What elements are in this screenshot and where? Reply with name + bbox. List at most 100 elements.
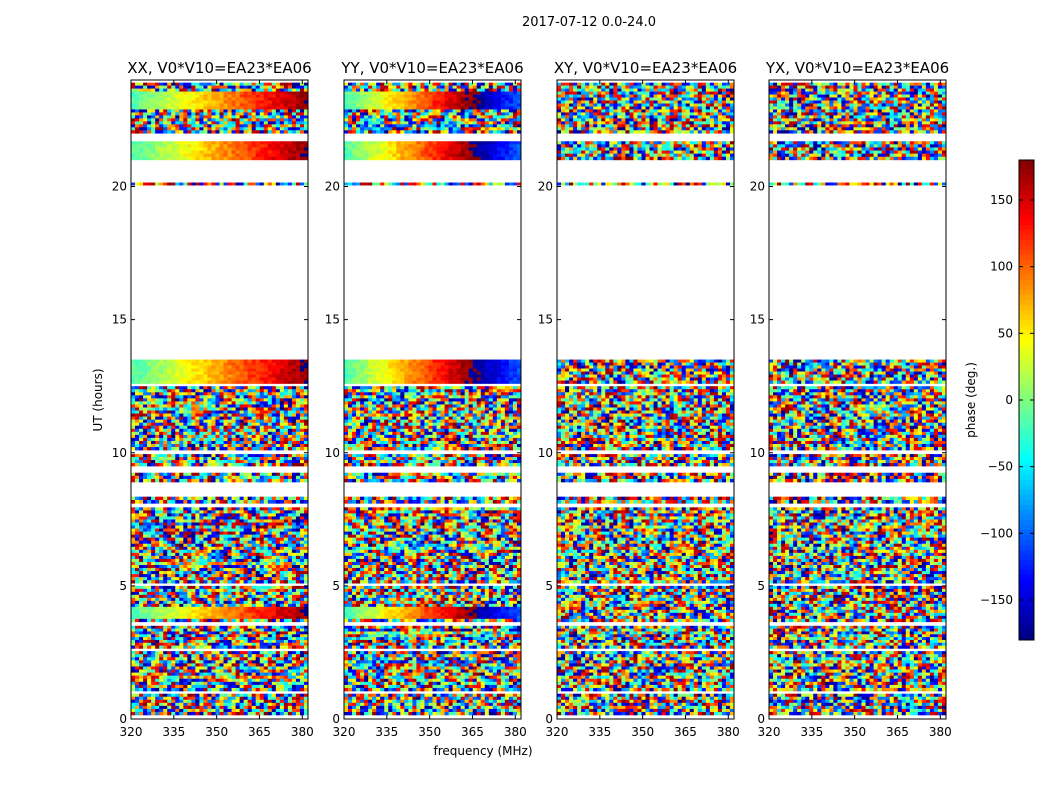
heatmap-cell bbox=[215, 657, 220, 661]
heatmap-cell bbox=[287, 571, 293, 575]
heatmap-cell bbox=[203, 651, 208, 655]
heatmap-cell bbox=[163, 654, 168, 658]
heatmap-cell bbox=[279, 660, 285, 664]
heatmap-cell bbox=[159, 88, 164, 92]
heatmap-cell bbox=[247, 708, 253, 713]
heatmap-cell bbox=[215, 574, 220, 578]
heatmap-cell bbox=[199, 374, 204, 378]
heatmap-cell bbox=[215, 389, 220, 393]
heatmap-cell bbox=[247, 702, 253, 707]
heatmap-cell bbox=[179, 428, 184, 433]
heatmap-cell bbox=[235, 82, 241, 86]
heatmap-cell bbox=[211, 525, 216, 529]
heatmap-cell bbox=[155, 463, 160, 467]
heatmap-cell bbox=[215, 666, 220, 670]
heatmap-cell bbox=[191, 472, 196, 477]
heatmap-cell bbox=[259, 513, 265, 517]
heatmap-cell bbox=[187, 389, 192, 393]
heatmap-cell bbox=[203, 634, 208, 638]
heatmap-cell bbox=[187, 513, 192, 517]
heatmap-cell bbox=[191, 437, 196, 442]
heatmap-cell bbox=[139, 585, 144, 590]
heatmap-cell bbox=[259, 410, 265, 414]
heatmap-cell bbox=[183, 642, 188, 646]
heatmap-cell bbox=[195, 440, 200, 445]
heatmap-cell bbox=[223, 591, 228, 596]
heatmap-cell bbox=[283, 386, 289, 390]
heatmap-cell bbox=[291, 708, 297, 713]
heatmap-cell bbox=[211, 555, 216, 560]
heatmap-cell bbox=[219, 371, 224, 375]
heatmap-cell bbox=[259, 625, 265, 629]
heatmap-cell bbox=[251, 580, 257, 584]
heatmap-cell bbox=[247, 410, 253, 414]
heatmap-cell bbox=[255, 588, 261, 593]
heatmap-cell bbox=[295, 687, 301, 692]
heatmap-cell bbox=[183, 516, 188, 520]
heatmap-cell bbox=[267, 431, 273, 436]
heatmap-cell bbox=[163, 543, 168, 548]
heatmap-cell bbox=[179, 705, 184, 710]
heatmap-cell bbox=[287, 510, 293, 514]
heatmap-cell bbox=[135, 404, 140, 408]
heatmap-cell bbox=[259, 457, 265, 461]
heatmap-cell bbox=[207, 591, 212, 596]
heatmap-cell bbox=[159, 444, 164, 448]
heatmap-cell bbox=[207, 711, 212, 716]
heatmap-cell bbox=[191, 705, 196, 710]
heatmap-cell bbox=[287, 395, 293, 399]
heatmap-cell bbox=[207, 678, 212, 683]
heatmap-cell bbox=[195, 657, 200, 661]
heatmap-cell bbox=[251, 696, 257, 701]
heatmap-cell bbox=[183, 368, 188, 372]
heatmap-cell bbox=[227, 510, 232, 514]
heatmap-cell bbox=[275, 678, 281, 683]
heatmap-cell bbox=[227, 588, 232, 593]
heatmap-cell bbox=[231, 431, 236, 436]
heatmap-cell bbox=[167, 585, 172, 590]
heatmap-cell bbox=[183, 447, 188, 451]
heatmap-cell bbox=[199, 588, 204, 593]
heatmap-cell bbox=[223, 603, 228, 608]
heatmap-cell bbox=[291, 580, 297, 584]
heatmap-cell bbox=[151, 651, 156, 655]
heatmap-cell bbox=[203, 422, 208, 427]
heatmap-cell bbox=[191, 454, 196, 458]
heatmap-cell bbox=[191, 153, 196, 158]
heatmap-cell bbox=[215, 519, 220, 523]
heatmap-cell bbox=[243, 678, 249, 683]
heatmap-cell bbox=[139, 422, 144, 427]
heatmap-cell bbox=[243, 454, 249, 458]
heatmap-cell bbox=[191, 447, 196, 451]
heatmap-cell bbox=[175, 434, 180, 439]
heatmap-cell bbox=[239, 678, 245, 683]
heatmap-cell bbox=[151, 516, 156, 520]
heatmap-cell bbox=[287, 365, 293, 369]
heatmap-cell bbox=[239, 457, 245, 461]
heatmap-cell bbox=[231, 525, 236, 529]
heatmap-cell bbox=[235, 457, 241, 461]
heatmap-cell bbox=[231, 708, 236, 713]
heatmap-cell bbox=[195, 672, 200, 676]
heatmap-cell bbox=[163, 380, 168, 384]
heatmap-cell bbox=[207, 460, 212, 464]
heatmap-cell bbox=[159, 549, 164, 554]
heatmap-cell bbox=[223, 702, 228, 707]
heatmap-cell bbox=[279, 410, 285, 414]
heatmap-cell bbox=[279, 147, 285, 151]
heatmap-cell bbox=[227, 693, 232, 698]
heatmap-cell bbox=[283, 85, 289, 89]
heatmap-cell bbox=[283, 419, 289, 423]
heatmap-cell bbox=[243, 522, 249, 526]
heatmap-cell bbox=[155, 634, 160, 638]
heatmap-cell bbox=[291, 642, 297, 646]
heatmap-cell bbox=[207, 440, 212, 445]
heatmap-cell bbox=[239, 500, 245, 504]
heatmap-cell bbox=[151, 540, 156, 545]
heatmap-cell bbox=[263, 645, 269, 649]
heatmap-cell bbox=[247, 507, 253, 511]
heatmap-cell bbox=[195, 606, 200, 611]
heatmap-cell bbox=[287, 454, 293, 458]
heatmap-cell bbox=[195, 425, 200, 430]
heatmap-cell bbox=[287, 404, 293, 408]
